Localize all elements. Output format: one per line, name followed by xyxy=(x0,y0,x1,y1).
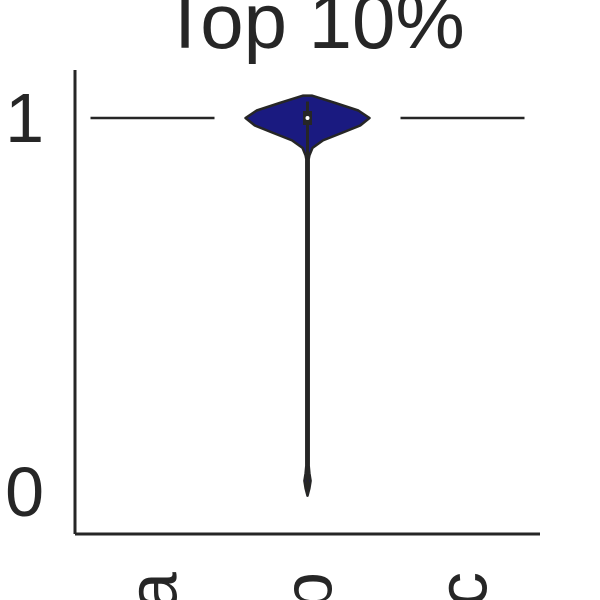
chart-title: Top 10% xyxy=(161,0,465,65)
y-tick-label: 0 xyxy=(5,453,44,531)
x-tick-label: a xyxy=(114,572,192,600)
y-ticks: 01 xyxy=(5,79,44,531)
violin-median-dot xyxy=(305,116,310,120)
x-tick-label: c xyxy=(424,572,502,600)
violins xyxy=(90,94,525,497)
x-tick-label: b xyxy=(269,572,347,600)
y-tick-label: 1 xyxy=(5,79,44,157)
axes xyxy=(73,70,540,536)
violin-b xyxy=(244,94,371,497)
x-ticks: a b c xyxy=(114,572,502,600)
